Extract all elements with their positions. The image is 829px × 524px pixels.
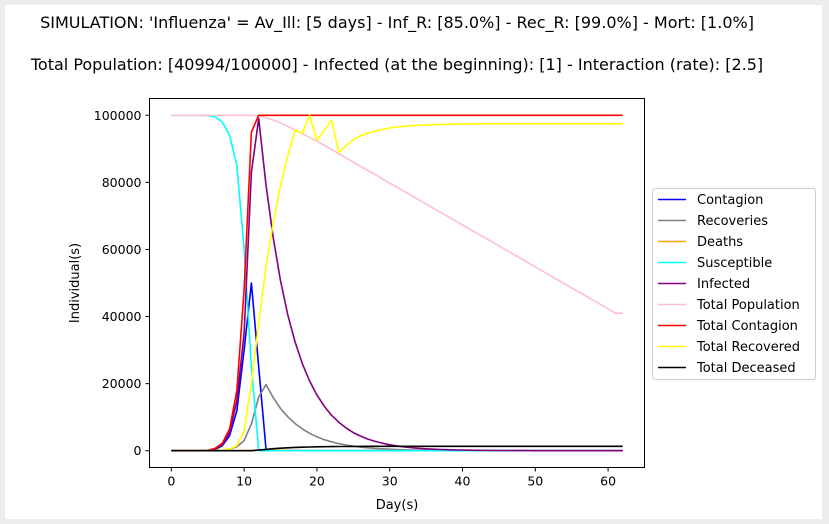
legend: Contagion Recoveries Deaths Susceptible Infe… [652, 188, 816, 380]
chart-title-line2: Total Population: [40994/100000] - Infec… [30, 55, 763, 74]
legend-item: Total Population [658, 298, 800, 313]
x-tick-label: 50 [527, 474, 543, 489]
legend-box [652, 188, 816, 380]
legend-label: Total Deceased [696, 361, 796, 376]
x-axis: 0 10 20 30 40 50 60 [167, 467, 616, 489]
y-axis-label: Individual(s) [68, 243, 83, 323]
series-line-total-deceased [171, 445, 623, 452]
y-tick-label: 40000 [102, 309, 142, 324]
y-tick-label: 100000 [94, 108, 142, 123]
legend-label: Deaths [697, 235, 743, 250]
legend-label: Total Recovered [696, 340, 800, 355]
legend-item: Susceptible [658, 256, 772, 271]
y-tick-label: 60000 [102, 242, 142, 257]
legend-label: Infected [697, 277, 750, 292]
y-axis: 0 20000 40000 60000 80000 100000 [94, 108, 150, 458]
legend-label: Recoveries [697, 214, 768, 229]
x-axis-label: Day(s) [376, 498, 419, 513]
plot-area [171, 114, 623, 452]
series-line-total-population [171, 114, 623, 315]
x-tick-label: 60 [600, 474, 616, 489]
chart-title-line1: SIMULATION: 'Influenza' = Av_Ill: [5 day… [40, 13, 754, 33]
legend-item: Infected [658, 277, 750, 292]
legend-label: Total Contagion [696, 319, 798, 334]
series-line-total-contagion [171, 114, 623, 452]
x-tick-label: 0 [167, 474, 175, 489]
legend-label: Total Population [696, 298, 800, 313]
x-tick-label: 20 [309, 474, 325, 489]
y-tick-label: 0 [134, 443, 142, 458]
legend-label: Susceptible [697, 256, 772, 271]
x-tick-label: 10 [236, 474, 252, 489]
legend-item: Recoveries [658, 214, 768, 229]
legend-item: Total Deceased [658, 361, 796, 376]
legend-item: Total Recovered [658, 340, 800, 355]
legend-item: Deaths [658, 235, 743, 250]
legend-item: Contagion [658, 193, 763, 208]
legend-label: Contagion [697, 193, 763, 208]
x-tick-label: 40 [455, 474, 471, 489]
legend-item: Total Contagion [658, 319, 798, 334]
y-tick-label: 80000 [102, 175, 142, 190]
x-tick-label: 30 [382, 474, 398, 489]
y-tick-label: 20000 [102, 376, 142, 391]
axes-frame [149, 98, 645, 468]
series-line-total-recovered [171, 114, 623, 452]
